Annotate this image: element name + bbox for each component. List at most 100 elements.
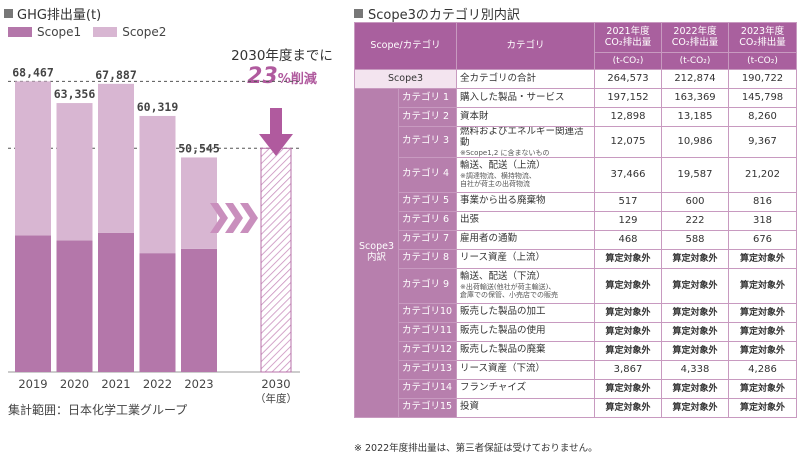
x-tick-2023: 2023 — [184, 377, 213, 391]
table-row: カテゴリ11 販売した製品の使用 算定対象外 算定対象外 算定対象外 — [355, 321, 797, 342]
category-name: 販売した製品の使用 — [456, 321, 595, 342]
chevron-right-icon — [210, 203, 228, 233]
emission-value: 4,286 — [728, 359, 797, 380]
emission-value: 算定対象外 — [728, 267, 797, 304]
total-label-2023: 50,545 — [178, 141, 220, 155]
emission-value: 222 — [661, 210, 729, 231]
category-name: 輸送、配送（下流） ※出荷輸送(他社が荷主輸送)、 倉庫での保管、小売店での販売 — [456, 267, 595, 304]
chevron-right-icon — [225, 203, 243, 233]
emission-value: 算定対象外 — [661, 302, 729, 323]
category-name: 事業から出る廃棄物 — [456, 191, 595, 212]
total-label-2022: 60,319 — [137, 100, 179, 114]
emission-value: 588 — [661, 229, 729, 250]
table-row: カテゴリ12 販売した製品の廃棄 算定対象外 算定対象外 算定対象外 — [355, 340, 797, 361]
scope3-label: Scope3 — [354, 69, 457, 89]
table-row: カテゴリ 4 輸送、配送（上流） ※調達物流、横持物流、 自社が荷主の出荷物流 37,4… — [355, 156, 797, 193]
bar-scope2-2022 — [139, 115, 176, 254]
x-tick-2022: 2022 — [143, 377, 172, 391]
emission-value: 13,185 — [661, 107, 729, 127]
emission-value: 9,367 — [728, 126, 797, 158]
square-bullet-icon — [4, 9, 13, 18]
emission-value: 8,260 — [728, 107, 797, 127]
emission-value: 算定対象外 — [661, 248, 729, 269]
table-row: カテゴリ10 販売した製品の加工 算定対象外 算定対象外 算定対象外 — [355, 302, 797, 323]
bar-scope1-2019 — [15, 235, 51, 372]
category-number: カテゴリ15 — [398, 397, 457, 418]
emission-value: 197,152 — [594, 88, 662, 108]
total-label-2020: 63,356 — [54, 87, 96, 101]
emission-value: 算定対象外 — [661, 267, 729, 304]
emission-value: 算定対象外 — [594, 340, 662, 361]
category-number: カテゴリ 9 — [398, 267, 457, 304]
table-row: カテゴリ 5 事業から出る廃棄物 517 600 816 — [355, 191, 797, 212]
table-row: カテゴリ 3 燃料およびエネルギー関連活動 ※Scope1,2 に含まないもの 12,… — [355, 126, 797, 158]
emission-value: 816 — [728, 191, 797, 212]
bar-scope2-2020 — [56, 103, 93, 241]
category-number: カテゴリ 8 — [398, 248, 457, 269]
ghg-bar-chart: 68,467 2019 63,356 2020 67,887 2021 60,319 2022… — [8, 65, 300, 405]
category-name: 出張 — [456, 210, 595, 231]
emission-value: 算定対象外 — [594, 267, 662, 304]
table-row: カテゴリ 2 資本財 12,898 13,185 8,260 — [355, 107, 797, 127]
legend-swatch-scope1 — [8, 27, 32, 37]
category-name: 輸送、配送（上流） ※調達物流、横持物流、 自社が荷主の出荷物流 — [456, 156, 595, 193]
emission-value: 算定対象外 — [594, 321, 662, 342]
bar-scope2-2021 — [98, 83, 134, 233]
legend-label-scope2: Scope2 — [122, 25, 167, 39]
category-number: カテゴリ 1 — [398, 88, 457, 108]
emission-value: 4,338 — [661, 359, 729, 380]
category-note: ※出荷輸送(他社が荷主輸送)、 — [460, 283, 556, 292]
emission-value: 算定対象外 — [661, 378, 729, 399]
category-note: 自社が荷主の出荷物流 — [460, 180, 530, 189]
bar-scope1-2023 — [181, 248, 217, 372]
legend-swatch-scope2 — [93, 27, 118, 37]
emission-value: 517 — [594, 191, 662, 212]
category-number: カテゴリ 3 — [398, 126, 457, 158]
target-caption: 2030年度までに — [231, 48, 333, 64]
target-bar-2030 — [260, 147, 292, 373]
category-name: 販売した製品の廃棄 — [456, 340, 595, 361]
header-scope-category: Scope/カテゴリ — [354, 22, 457, 70]
table-heading: Scope3のカテゴリ別内訳 — [354, 4, 520, 23]
category-number: カテゴリ14 — [398, 378, 457, 399]
table-row: カテゴリ13 リース資産（下流） 3,867 4,338 4,286 — [355, 359, 797, 380]
legend-item-scope2: Scope2 — [93, 25, 166, 39]
table-footnote: ※ 2022年度排出量は、第三者保証は受けておりません。 — [354, 443, 598, 454]
header-year-2021: 2021年度 CO₂排出量 — [594, 22, 662, 53]
emission-value: 19,587 — [661, 156, 729, 193]
table-title: Scope3のカテゴリ別内訳 — [368, 8, 520, 23]
emission-value: 12,075 — [594, 126, 662, 158]
category-name: 販売した製品の加工 — [456, 302, 595, 323]
category-number: カテゴリ 6 — [398, 210, 457, 231]
emission-value: 12,898 — [594, 107, 662, 127]
emission-value: 算定対象外 — [728, 378, 797, 399]
emission-value: 算定対象外 — [594, 302, 662, 323]
scope3-breakdown-label: Scope3 内訳 — [354, 88, 399, 418]
target-pct-suffix: %削減 — [277, 72, 317, 87]
category-name: 資本財 — [456, 107, 595, 127]
emission-value: 算定対象外 — [594, 397, 662, 418]
emission-value: 468 — [594, 229, 662, 250]
category-number: カテゴリ10 — [398, 302, 457, 323]
emission-value: 算定対象外 — [728, 321, 797, 342]
emission-value: 676 — [728, 229, 797, 250]
legend-label-scope1: Scope1 — [37, 25, 82, 39]
emission-value: 算定対象外 — [661, 397, 729, 418]
header-year-2022: 2022年度 CO₂排出量 — [661, 22, 729, 53]
x-tick-2030: 2030 — [261, 377, 290, 391]
emission-value: 3,867 — [594, 359, 662, 380]
category-name: リース資産（上流） — [456, 248, 595, 269]
total-value-2022: 212,874 — [661, 69, 729, 89]
emission-value: 算定対象外 — [728, 248, 797, 269]
down-arrow-icon — [259, 108, 293, 156]
emission-value: 算定対象外 — [728, 302, 797, 323]
chart-heading: GHG排出量(t) — [4, 4, 101, 23]
category-name: フランチャイズ — [456, 378, 595, 399]
category-name: 燃料およびエネルギー関連活動 ※Scope1,2 に含まないもの — [456, 126, 595, 158]
category-number: カテゴリ 4 — [398, 156, 457, 193]
emission-value: 129 — [594, 210, 662, 231]
scope3-table: Scope/カテゴリ カテゴリ 2021年度 CO₂排出量 2022年度 CO₂排出… — [354, 22, 797, 418]
x-tick-2021: 2021 — [101, 377, 130, 391]
category-number: カテゴリ 7 — [398, 229, 457, 250]
bar-scope1-2022 — [139, 253, 176, 372]
